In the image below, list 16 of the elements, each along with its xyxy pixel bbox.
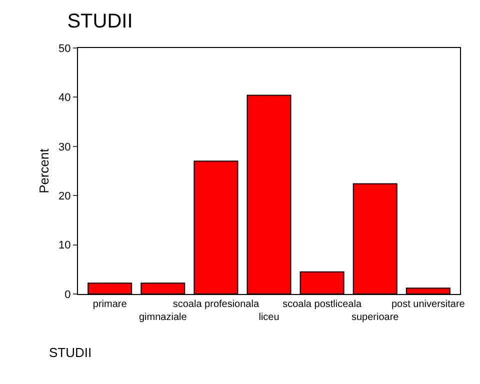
- y-tick-label: 20: [58, 190, 71, 202]
- y-tick-label: 30: [58, 141, 71, 154]
- x-tick-label: post universitare: [391, 299, 466, 310]
- x-tick-label: liceu: [258, 312, 280, 323]
- x-tick-label: superioare: [351, 312, 400, 323]
- y-tick-label: 40: [58, 92, 71, 104]
- x-axis-title: STUDII: [49, 345, 92, 360]
- x-tick-label: primare: [92, 299, 128, 310]
- x-tick-label: scoala postliceala: [282, 299, 362, 310]
- y-tick-label: 10: [58, 240, 71, 252]
- x-tick-label: gimnaziale: [138, 312, 188, 323]
- y-axis-title: Percent: [36, 148, 52, 194]
- y-tick-label: 0: [64, 288, 71, 301]
- x-tick-label: scoala profesionala: [172, 299, 260, 310]
- y-tick-label: 50: [58, 42, 71, 55]
- chart-title: STUDII: [67, 10, 133, 32]
